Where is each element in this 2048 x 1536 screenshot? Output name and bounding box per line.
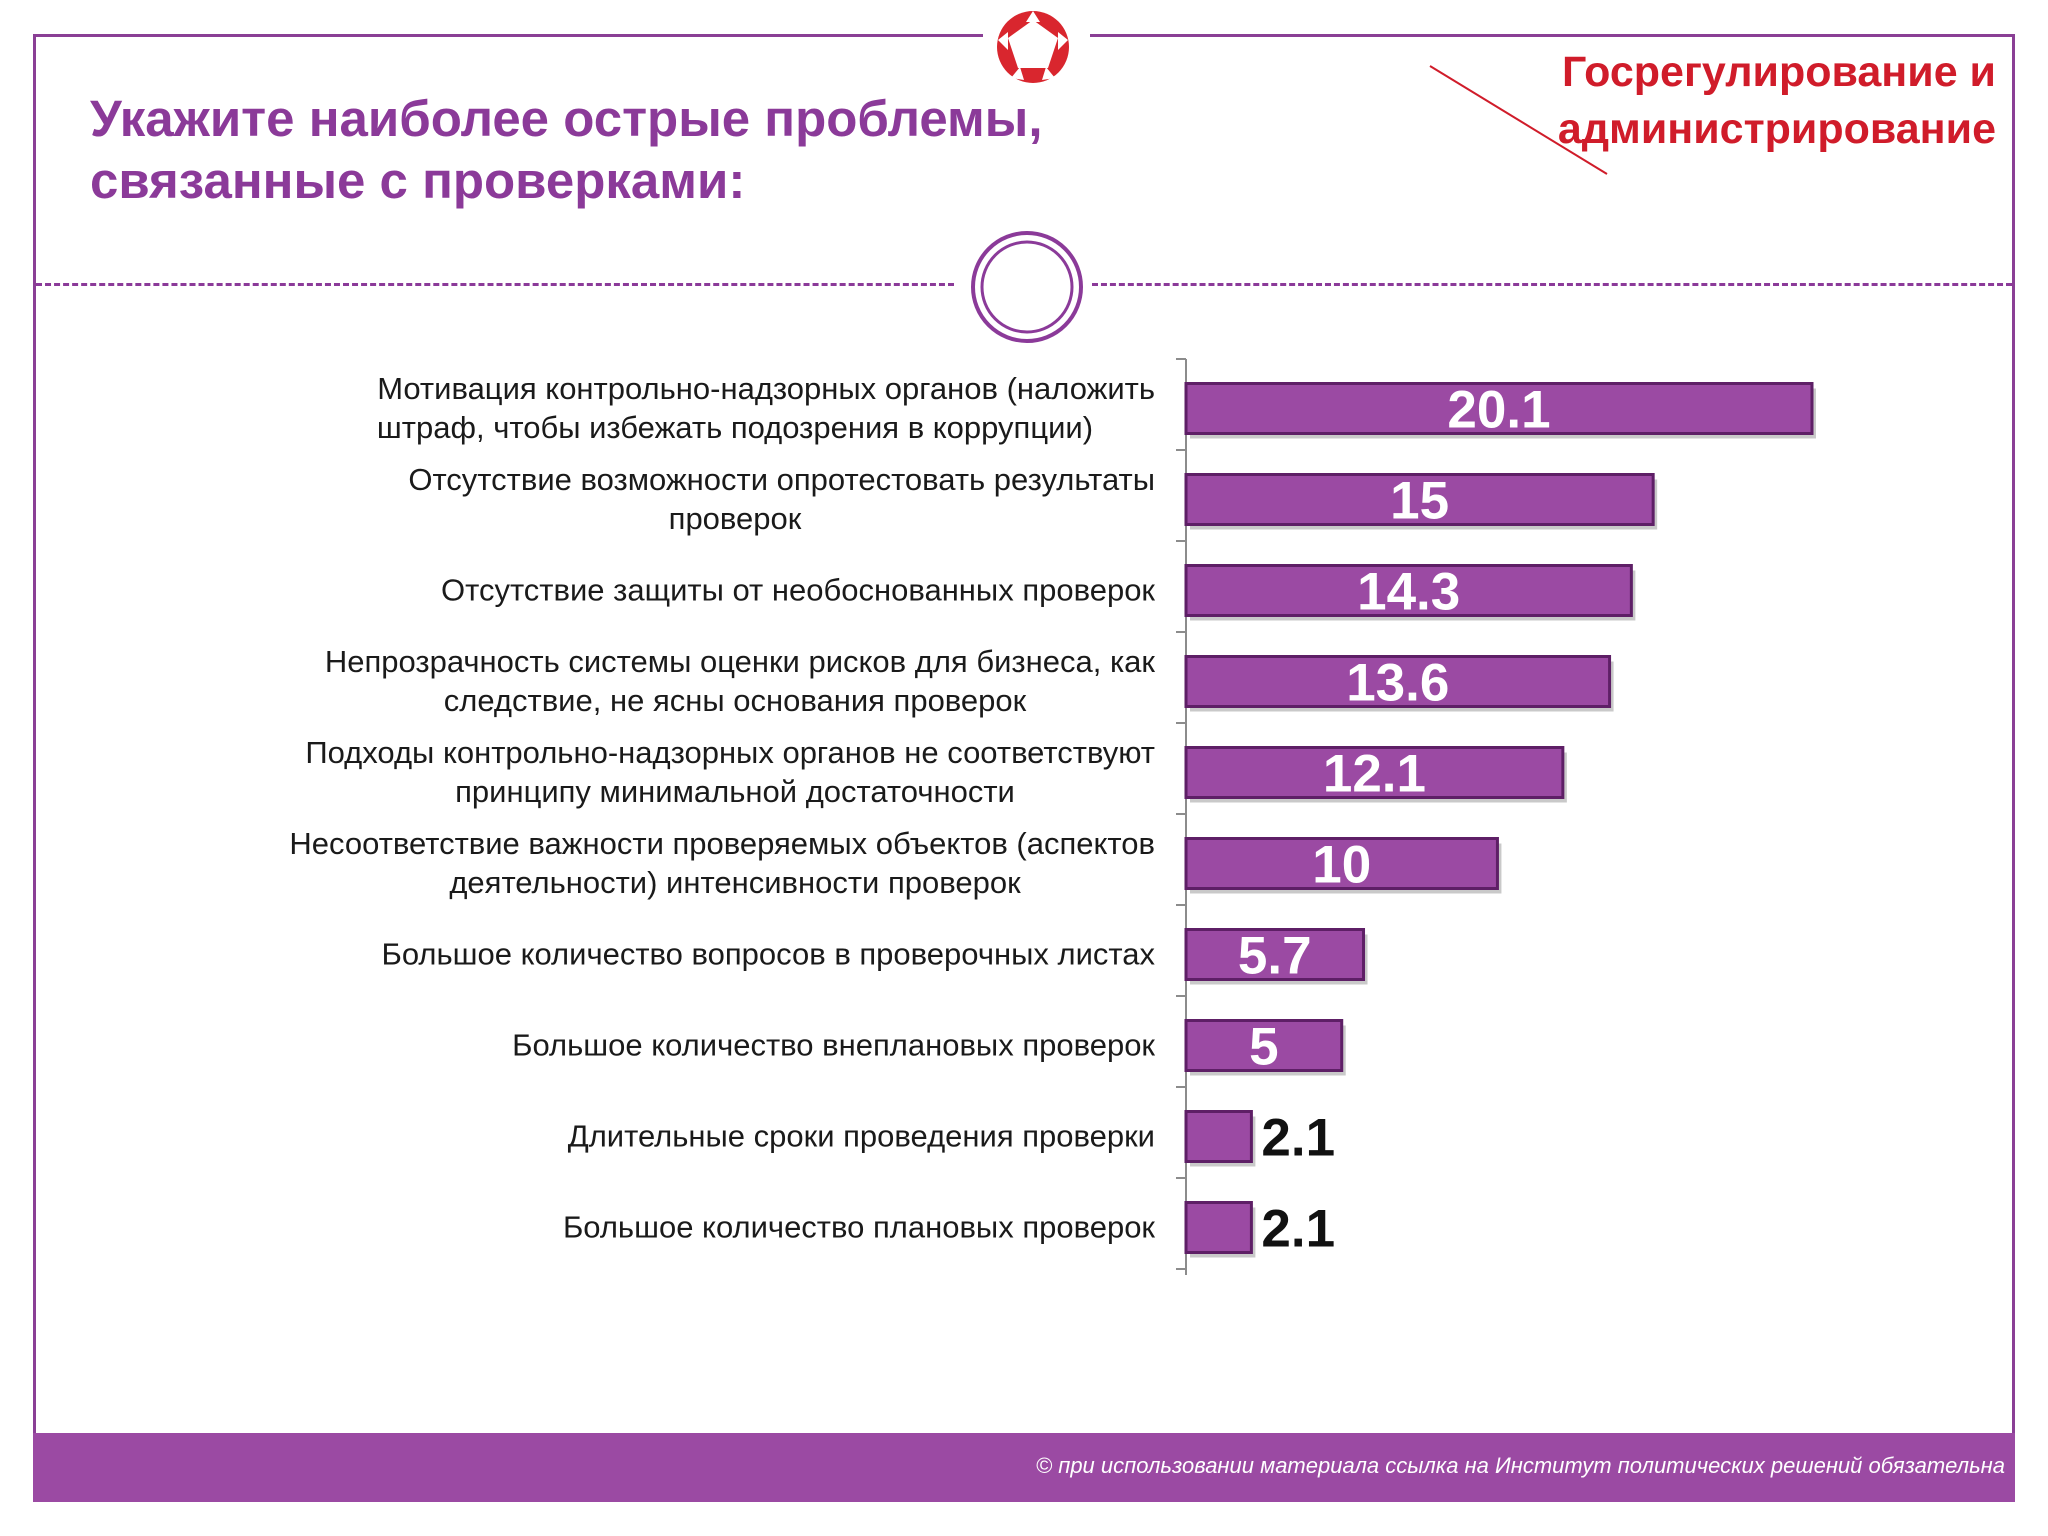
category-label-line: проверок [669,501,802,536]
category-label-line: Большое количество внеплановых проверок [512,1028,1155,1063]
category-label: Непрозрачность системы оценки рисков для… [325,644,1156,718]
frame-top-left [33,34,983,37]
data-label: 15 [1390,472,1449,531]
data-label: 5.7 [1238,927,1312,986]
category-label-line: Длительные сроки проведения проверки [568,1119,1155,1154]
logo-notch-left [998,32,1008,50]
category-label: Мотивация контрольно-надзорных органов (… [377,371,1155,445]
category-label: Несоответствие важности проверяемых объе… [289,826,1155,900]
logo-pentagon [1008,20,1058,68]
divider-left [36,283,954,286]
bar [1184,564,1633,617]
bar [1184,1201,1253,1254]
category-label: Подходы контрольно-надзорных органов не … [305,735,1155,809]
logo-notch-right [1058,32,1068,50]
institute-logo [997,11,1069,83]
category-label-line: Мотивация контрольно-надзорных органов (… [377,371,1155,406]
logo-notch-top [1026,11,1040,22]
page-title-line-2: связанные с проверками: [90,152,746,209]
category-label-line: Несоответствие важности проверяемых объе… [289,826,1155,861]
category-label-line: принципу минимальной достаточности [455,774,1015,809]
category-label-line: штраф, чтобы избежать подозрения в корру… [377,410,1093,445]
footer-bar: © при использовании материала ссылка на … [33,1433,2015,1502]
divider-right [1092,283,2012,286]
data-label: 5 [1249,1018,1278,1077]
category-label-line: Отсутствие возможности опротестовать рез… [408,462,1155,497]
data-label: 14.3 [1357,563,1460,622]
category-label-line: следствие, не ясны основания проверок [444,683,1027,718]
data-label: 2.1 [1261,1109,1335,1168]
category-label: Отсутствие защиты от необоснованных пров… [441,573,1155,608]
bar [1184,928,1366,981]
category-label-line: Непрозрачность системы оценки рисков для… [325,644,1156,679]
data-label: 20.1 [1447,381,1550,440]
bar [1184,473,1655,526]
category-label-line: Подходы контрольно-надзорных органов не … [305,735,1155,770]
page-title-line-1: Укажите наиболее острые проблемы, [90,90,1043,147]
category-label: Большое количество плановых проверок [563,1210,1155,1245]
data-label: 12.1 [1323,745,1426,804]
category-label: Отсутствие возможности опротестовать рез… [408,462,1155,536]
category-label: Большое количество внеплановых проверок [512,1028,1155,1063]
data-label: 2.1 [1261,1200,1335,1259]
category-label-line: Большое количество плановых проверок [563,1210,1155,1245]
page-title: Укажите наиболее острые проблемы, связан… [90,88,1090,212]
divider-ring [971,231,1083,343]
category-label: Длительные сроки проведения проверки [568,1119,1155,1154]
bar [1184,1110,1253,1163]
copyright-note: © при использовании материала ссылка на … [1035,1453,2005,1478]
logo-notch-bottom-left [1011,67,1024,80]
category-label-line: деятельности) интенсивности проверок [449,865,1021,900]
data-label: 10 [1312,836,1371,895]
bar [1184,1019,1344,1072]
section-label-line-1: Госрегулирование и [1561,48,1996,96]
bar [1184,746,1565,799]
bar [1184,837,1499,890]
frame-right [2012,34,2015,1502]
bar [1184,655,1612,708]
logo-notch-bottom-right [1042,67,1055,80]
section-label: Госрегулирование и администрирование [1296,44,1996,158]
section-slash-line [1429,65,1608,175]
frame-left [33,34,36,1502]
bar [1184,382,1814,435]
category-label-line: Отсутствие защиты от необоснованных пров… [441,573,1155,608]
category-label-line: Большое количество вопросов в проверочны… [381,937,1155,972]
data-label: 13.6 [1346,654,1449,713]
frame-top-right [1090,34,2015,37]
category-label: Большое количество вопросов в проверочны… [381,937,1155,972]
section-label-line-2: администрирование [1557,105,1996,153]
